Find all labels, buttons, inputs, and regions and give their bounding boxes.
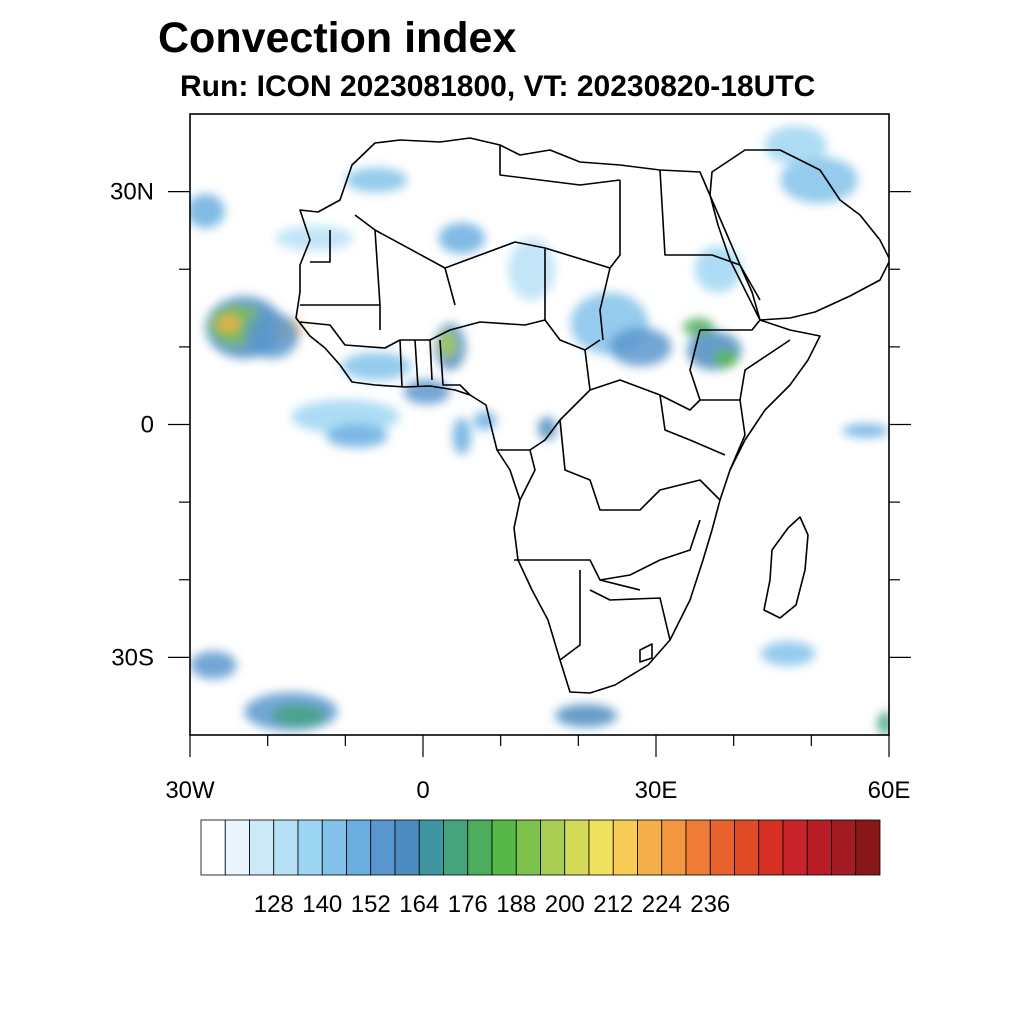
lon-label: 60E — [868, 777, 911, 804]
colorbar-swatch — [297, 819, 323, 876]
lon-label: 0 — [416, 777, 429, 804]
colorbar-swatch — [394, 819, 420, 876]
colorbar-swatch — [443, 819, 469, 876]
colorbar — [200, 819, 881, 876]
colorbar-swatch — [588, 819, 614, 876]
convection-cell — [271, 704, 326, 727]
colorbar-labels: 128 140 152 164 176 188 200 212 224 236 — [254, 891, 731, 918]
convection-cell — [683, 318, 715, 337]
colorbar-swatch — [200, 819, 226, 876]
colorbar-swatch — [709, 819, 735, 876]
colorbar-label: 176 — [448, 891, 488, 918]
convection-cell — [877, 711, 889, 735]
lat-label: 30N — [110, 179, 154, 206]
convection-field — [190, 125, 889, 735]
colorbar-swatch — [661, 819, 687, 876]
colorbar-swatch — [224, 819, 250, 876]
colorbar-label: 224 — [642, 891, 682, 918]
convection-cell — [345, 167, 408, 193]
convection-cell — [714, 349, 738, 368]
colorbar-label: 200 — [545, 891, 585, 918]
convection-cell — [842, 423, 889, 438]
colorbar-swatch — [806, 819, 832, 876]
colorbar-label: 140 — [302, 891, 342, 918]
colorbar-swatch — [540, 819, 566, 876]
colorbar-swatch — [467, 819, 493, 876]
colorbar-swatch — [782, 819, 808, 876]
convection-cell — [438, 330, 458, 359]
lat-label: 30S — [111, 644, 154, 671]
colorbar-swatch — [564, 819, 590, 876]
colorbar-swatch — [491, 819, 517, 876]
colorbar-swatch — [855, 819, 881, 876]
convection-cell — [341, 352, 412, 381]
convection-cell — [760, 641, 816, 666]
colorbar-label: 164 — [399, 891, 439, 918]
convection-cell — [764, 125, 827, 165]
arabian-peninsula — [709, 149, 889, 321]
map-subtitle: Run: ICON 2023081800, VT: 20230820-18UTC — [180, 70, 816, 103]
borders-south — [514, 519, 701, 663]
convection-cell — [473, 411, 497, 430]
colorbar-label: 212 — [593, 891, 633, 918]
convection-cell — [244, 311, 299, 359]
convection-cell — [508, 238, 556, 301]
lon-label: 30W — [165, 777, 215, 804]
colorbar-swatch — [321, 819, 347, 876]
axis-ticks — [168, 191, 911, 757]
borders-west — [299, 230, 546, 396]
convection-cell — [555, 703, 618, 728]
madagascar — [763, 516, 809, 619]
coastline-borders — [295, 137, 889, 694]
colorbar-swatch — [249, 819, 275, 876]
convection-cell — [609, 327, 672, 367]
borders-central — [497, 319, 746, 511]
convection-cell — [438, 222, 486, 254]
lon-label: 30E — [635, 777, 678, 804]
convection-cell — [190, 193, 225, 229]
colorbar-label: 188 — [496, 891, 536, 918]
convection-cell — [190, 651, 237, 680]
convection-cell — [780, 156, 858, 204]
convection-cell — [290, 399, 400, 434]
convection-cell — [325, 424, 389, 448]
colorbar-swatch — [346, 819, 372, 876]
colorbar-swatch — [612, 819, 638, 876]
map-title: Convection index — [158, 14, 517, 62]
borders-north — [354, 145, 712, 341]
africa-coastline — [295, 137, 821, 694]
colorbar-swatch — [370, 819, 396, 876]
colorbar-swatch — [637, 819, 663, 876]
latitude-labels: 30N 0 30S — [110, 179, 154, 672]
longitude-labels: 30W 0 30E 60E — [165, 777, 910, 804]
colorbar-swatch — [685, 819, 711, 876]
convection-cell — [452, 417, 472, 455]
colorbar-swatch — [758, 819, 784, 876]
colorbar-swatch — [831, 819, 857, 876]
colorbar-swatch — [273, 819, 299, 876]
colorbar-label: 128 — [254, 891, 294, 918]
borders-east — [689, 254, 791, 401]
colorbar-swatch — [418, 819, 444, 876]
colorbar-label: 236 — [690, 891, 730, 918]
colorbar-label: 152 — [351, 891, 391, 918]
convection-cell — [217, 315, 241, 333]
convection-cell — [403, 379, 451, 405]
colorbar-swatch — [734, 819, 760, 876]
colorbar-swatch — [515, 819, 541, 876]
convection-cell — [275, 225, 354, 251]
convection-cell — [537, 416, 557, 441]
lat-label: 0 — [141, 412, 154, 439]
